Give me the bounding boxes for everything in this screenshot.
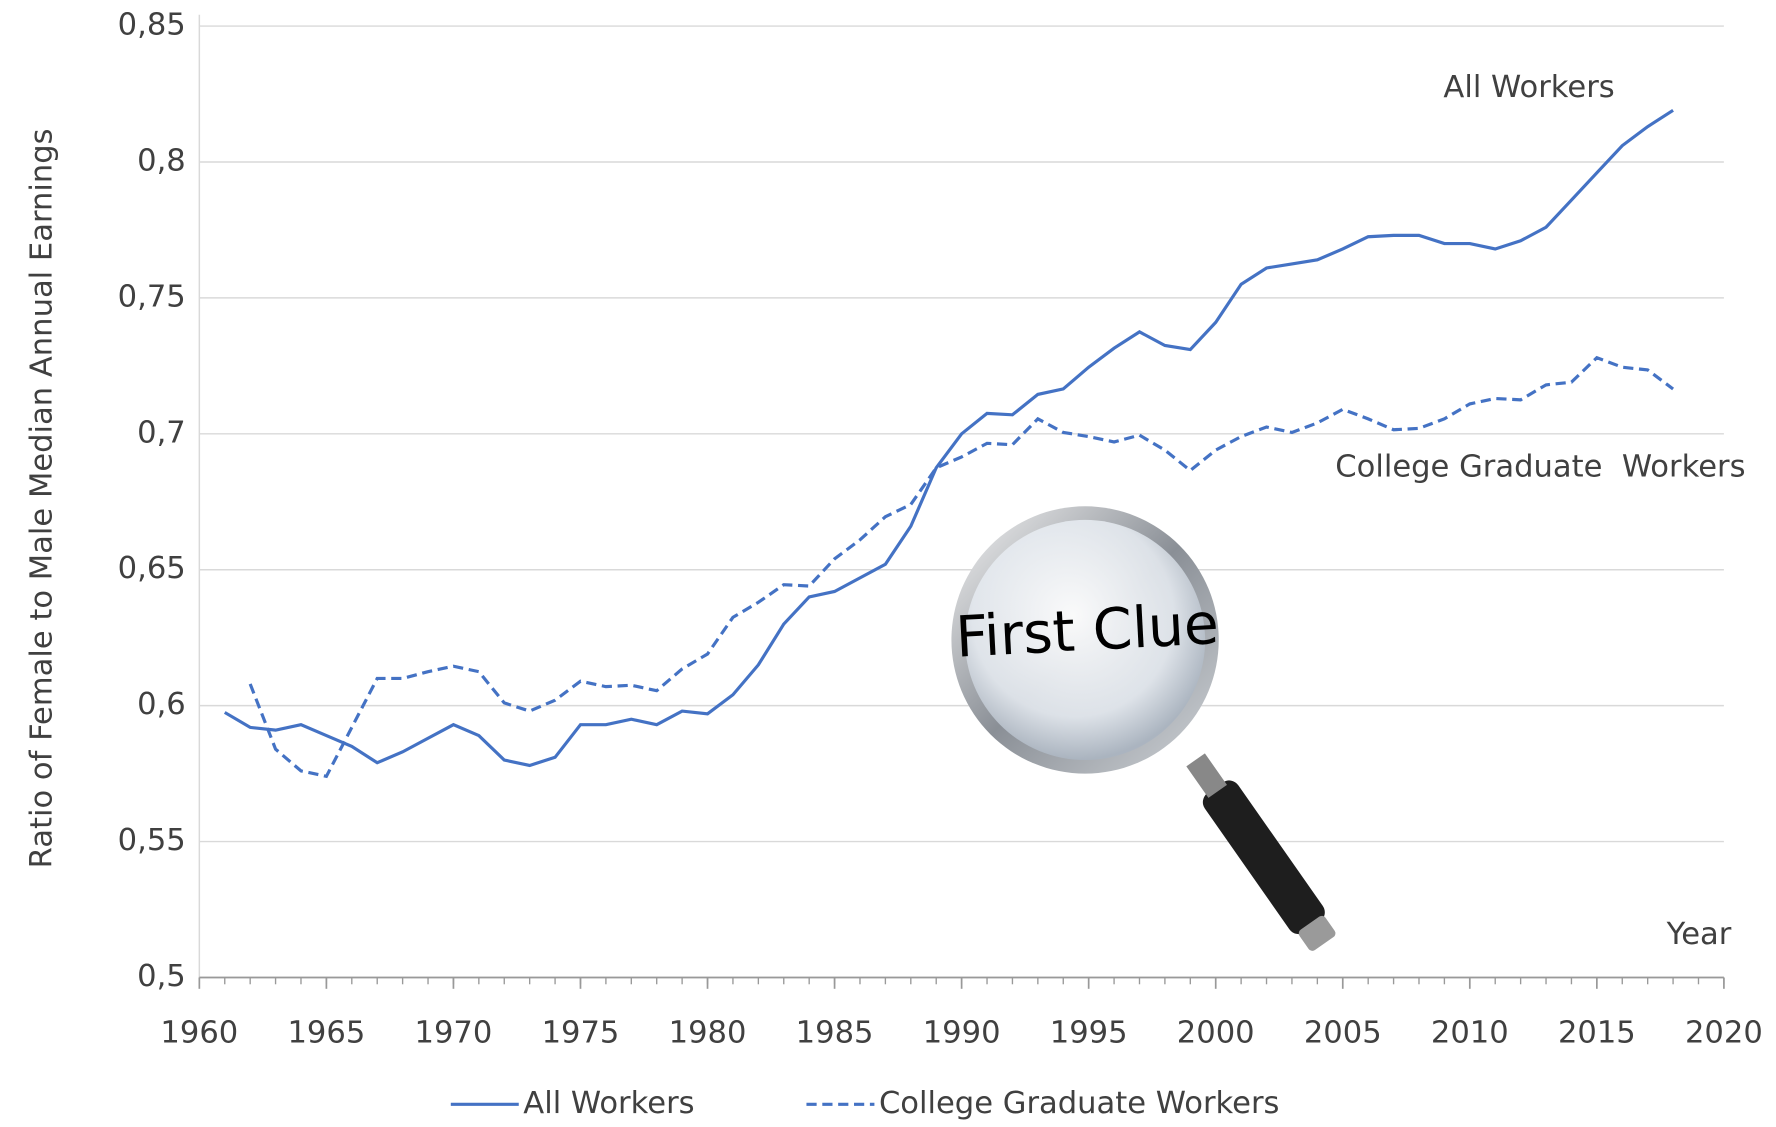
x-tick-label: 1975: [542, 1016, 620, 1051]
x-tick-label: 2020: [1685, 1016, 1763, 1051]
data-line: [248, 355, 1675, 779]
annotation: College Graduate Workers: [1335, 449, 1745, 484]
x-tick-label: 2015: [1558, 1016, 1636, 1051]
x-tick-label: 2000: [1177, 1016, 1255, 1051]
y-tick-label: 0,85: [118, 8, 186, 43]
y-tick-label: 0,55: [118, 823, 186, 858]
annotation: All Workers: [1443, 70, 1614, 105]
legend-label: College Graduate Workers: [879, 1086, 1280, 1121]
x-tick-label: 1995: [1050, 1016, 1128, 1051]
x-tick-label: 1960: [160, 1016, 238, 1051]
x-tick-label: 1970: [415, 1016, 493, 1051]
plot-area: 0,5 0,55 0,6 0,65 0,7 0,75 0,8 0,85 1960 1965 1970…: [118, 8, 1763, 1051]
x-tick-label: 1990: [923, 1016, 1001, 1051]
y-tick-label: 0,7: [137, 415, 186, 450]
x-tick-label: 2005: [1304, 1016, 1382, 1051]
x-tick-label: 2010: [1431, 1016, 1509, 1051]
magnifier: First Clue: [951, 506, 1336, 951]
y-axis-title: Ratio of Female to Male Median Annual Ea…: [25, 128, 60, 868]
x-tick-label: 1985: [796, 1016, 874, 1051]
y-tick-label: 0,65: [118, 551, 186, 586]
x-tick-label: 1980: [669, 1016, 747, 1051]
legend-label: All Workers: [523, 1086, 694, 1121]
data-line: [223, 108, 1674, 768]
y-tick-label: 0,6: [137, 687, 186, 722]
y-tick-label: 0,5: [137, 959, 186, 994]
y-tick-label: 0,75: [118, 279, 186, 314]
x-tick-label: 1965: [287, 1016, 365, 1051]
y-tick-label: 0,8: [137, 143, 186, 178]
annotation: Year: [1666, 917, 1732, 952]
magnifier-label: First Clue: [954, 591, 1220, 671]
